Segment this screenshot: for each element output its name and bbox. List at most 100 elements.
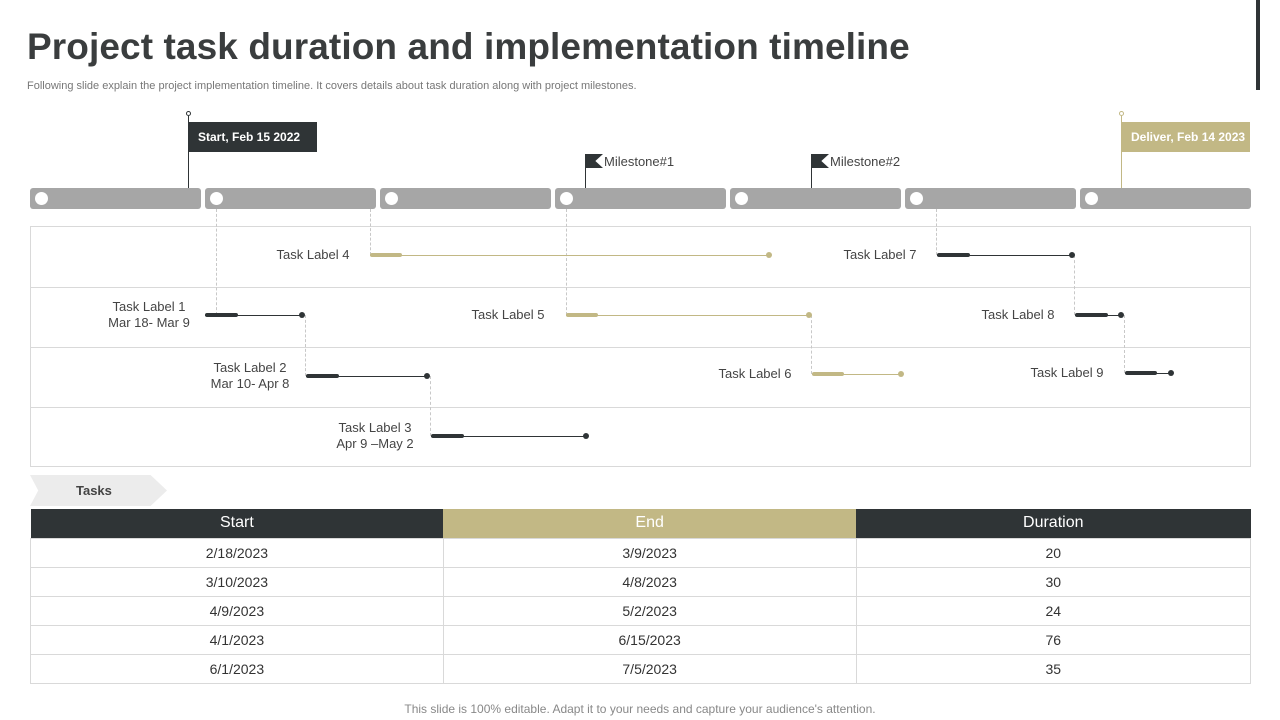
- timeline-segment: [205, 188, 376, 209]
- cell-start: 4/1/2023: [30, 624, 444, 655]
- task-3-bar: [431, 436, 586, 437]
- task-7-label: Task Label 7: [843, 247, 917, 262]
- start-flag: Start, Feb 15 2022: [188, 122, 317, 152]
- cell-start: 4/9/2023: [30, 595, 444, 626]
- end-connector: [1121, 116, 1122, 188]
- task-7-bar: [937, 255, 1072, 256]
- task-6-bar: [812, 374, 901, 375]
- cell-start: 6/1/2023: [30, 653, 444, 684]
- task-9-label: Task Label 9: [1030, 365, 1104, 380]
- task-2-progress: [306, 374, 339, 378]
- cell-duration: 35: [855, 653, 1252, 684]
- task-duration-table: Start End Duration 2/18/2023 3/9/2023 20…: [30, 509, 1252, 684]
- timeline-segment: [905, 188, 1076, 209]
- task-3-label: Task Label 3 Apr 9 –May 2: [325, 420, 425, 452]
- milestone-2-pole: [811, 154, 812, 188]
- task-6-label: Task Label 6: [718, 366, 792, 381]
- segment-knob-icon: [735, 192, 748, 205]
- task-5-progress: [566, 313, 598, 317]
- task-1-dates: Mar 18- Mar 9: [108, 315, 190, 330]
- cell-duration: 30: [855, 566, 1252, 597]
- task-3-progress: [431, 434, 464, 438]
- task-9-end-dot: [1168, 370, 1174, 376]
- task-2-dates: Mar 10- Apr 8: [210, 376, 290, 391]
- start-connector: [188, 116, 189, 188]
- cell-duration: 76: [855, 624, 1252, 655]
- header-start: Start: [30, 509, 444, 538]
- table-header-row: Start End Duration: [30, 509, 1251, 538]
- segment-knob-icon: [385, 192, 398, 205]
- table-row: 4/9/2023 5/2/2023 24: [30, 595, 1252, 626]
- dashed-connector: [305, 315, 306, 376]
- dashed-connector: [936, 209, 937, 255]
- task-3-name: Task Label 3: [338, 420, 412, 435]
- dashed-connector: [566, 209, 567, 315]
- dashed-connector: [811, 315, 812, 374]
- task-4-label: Task Label 4: [276, 247, 350, 262]
- dashed-connector: [1124, 315, 1125, 373]
- task-5-end-dot: [806, 312, 812, 318]
- table-row: 2/18/2023 3/9/2023 20: [30, 537, 1252, 568]
- segment-knob-icon: [910, 192, 923, 205]
- cell-end: 4/8/2023: [442, 566, 857, 597]
- table-row: 6/1/2023 7/5/2023 35: [30, 653, 1252, 684]
- tasks-tag-label: Tasks: [76, 483, 112, 498]
- end-pin: [1119, 111, 1124, 116]
- task-1-end-dot: [299, 312, 305, 318]
- timeline-segment: [555, 188, 726, 209]
- grid-row-divider: [31, 347, 1250, 348]
- corner-accent-bar: [1256, 0, 1260, 90]
- end-flag: Deliver, Feb 14 2023: [1121, 122, 1250, 152]
- timeline-segment: [1080, 188, 1251, 209]
- cell-duration: 20: [855, 537, 1252, 568]
- task-8-label: Task Label 8: [981, 307, 1055, 322]
- table-row: 3/10/2023 4/8/2023 30: [30, 566, 1252, 597]
- task-2-name: Task Label 2: [213, 360, 287, 375]
- milestone-2-label: Milestone#2: [830, 154, 901, 169]
- cell-end: 3/9/2023: [442, 537, 857, 568]
- task-3-dates: Apr 9 –May 2: [336, 436, 414, 451]
- task-1-bar: [205, 315, 302, 316]
- grid-row-divider: [31, 407, 1250, 408]
- task-2-end-dot: [424, 373, 430, 379]
- task-9-progress: [1125, 371, 1157, 375]
- task-6-end-dot: [898, 371, 904, 377]
- cell-start: 2/18/2023: [30, 537, 444, 568]
- task-2-label: Task Label 2 Mar 10- Apr 8: [200, 360, 300, 392]
- task-5-bar: [566, 315, 809, 316]
- segment-knob-icon: [1085, 192, 1098, 205]
- cell-end: 7/5/2023: [442, 653, 857, 684]
- header-duration: Duration: [856, 509, 1251, 538]
- task-5-label: Task Label 5: [471, 307, 545, 322]
- task-7-progress: [937, 253, 970, 257]
- task-1-name: Task Label 1: [112, 299, 186, 314]
- task-3-end-dot: [583, 433, 589, 439]
- page-title: Project task duration and implementation…: [27, 26, 910, 67]
- footer-note: This slide is 100% editable. Adapt it to…: [404, 702, 876, 716]
- start-pin: [186, 111, 191, 116]
- task-2-bar: [306, 376, 427, 377]
- segment-knob-icon: [35, 192, 48, 205]
- timeline-segment: [730, 188, 901, 209]
- task-4-progress: [370, 253, 402, 257]
- dashed-connector: [430, 376, 431, 436]
- milestone-1-pole: [585, 154, 586, 188]
- cell-start: 3/10/2023: [30, 566, 444, 597]
- milestone-1-flag-icon: [586, 154, 603, 168]
- tasks-tag: Tasks: [30, 475, 167, 506]
- task-8-progress: [1075, 313, 1108, 317]
- task-6-progress: [812, 372, 844, 376]
- table-row: 4/1/2023 6/15/2023 76: [30, 624, 1252, 655]
- task-1-label: Task Label 1 Mar 18- Mar 9: [100, 299, 198, 331]
- task-1-progress: [205, 313, 238, 317]
- page-subtitle: Following slide explain the project impl…: [27, 80, 637, 92]
- cell-end: 6/15/2023: [442, 624, 857, 655]
- segment-knob-icon: [560, 192, 573, 205]
- dashed-connector: [216, 209, 217, 315]
- grid-row-divider: [31, 287, 1250, 288]
- task-grid: [30, 226, 1251, 467]
- segment-knob-icon: [210, 192, 223, 205]
- timeline-segment: [380, 188, 551, 209]
- milestone-1-label: Milestone#1: [604, 154, 675, 169]
- dashed-connector: [370, 209, 371, 255]
